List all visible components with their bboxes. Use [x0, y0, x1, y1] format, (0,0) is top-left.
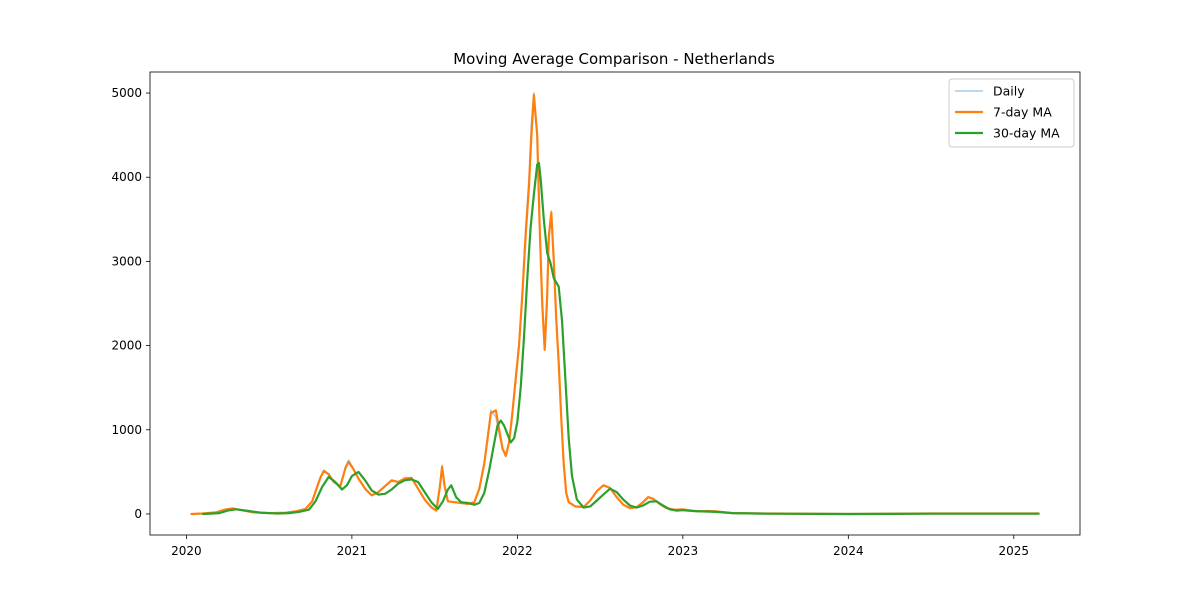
y-tick-label: 2000 — [111, 339, 142, 353]
axes-layer: 2020 2021 2022 2023 2024 2025 0 1000 2000 3000 400… — [111, 71, 1081, 558]
x-tick-label: 2022 — [502, 544, 533, 558]
plot-frame — [149, 71, 1081, 536]
legend-label: Daily — [993, 84, 1025, 99]
y-tick-label: 5000 — [111, 86, 142, 100]
x-tick-label: 2020 — [171, 544, 202, 558]
x-tick-label: 2025 — [999, 544, 1030, 558]
series-line-2 — [201, 161, 1040, 516]
x-tick-label: 2023 — [668, 544, 699, 558]
x-tick-label: 2021 — [337, 544, 368, 558]
legend-label: 30-day MA — [993, 126, 1060, 141]
series-line-1 — [190, 93, 1040, 516]
series-layer — [190, 92, 1040, 516]
y-tick-label: 0 — [134, 507, 142, 521]
series-line-0 — [190, 92, 1040, 515]
x-tick-label: 2024 — [833, 544, 864, 558]
legend: Daily 7-day MA 30-day MA — [948, 78, 1075, 148]
chart-title: Moving Average Comparison - Netherlands — [453, 50, 775, 68]
legend-box — [948, 78, 1075, 148]
y-tick-label: 1000 — [111, 423, 142, 437]
y-tick-label: 3000 — [111, 254, 142, 268]
y-tick-label: 4000 — [111, 170, 142, 184]
legend-label: 7-day MA — [993, 105, 1052, 120]
